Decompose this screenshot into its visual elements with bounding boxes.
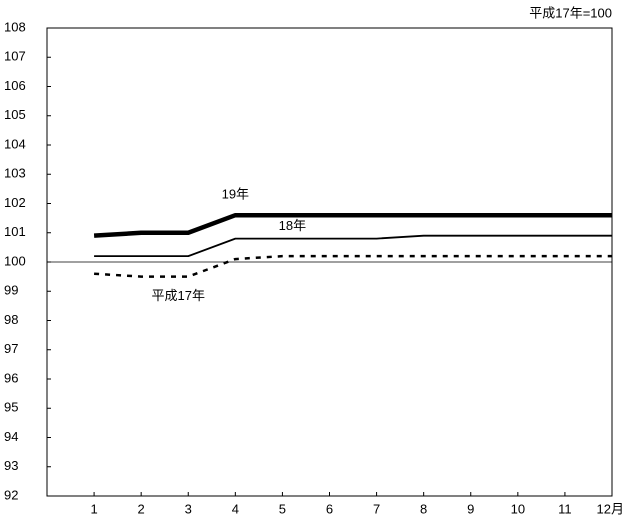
y-tick-label: 103 — [4, 166, 26, 181]
y-tick-label: 95 — [4, 400, 18, 415]
y-tick-label: 105 — [4, 107, 26, 122]
x-tick-label: 12月 — [597, 501, 624, 516]
series-line — [93, 212, 612, 238]
series-label: 18年 — [279, 218, 306, 233]
y-tick-label: 96 — [4, 370, 18, 385]
x-tick-label: 5 — [279, 501, 286, 516]
series-label: 19年 — [222, 187, 249, 202]
y-tick-label: 93 — [4, 458, 18, 473]
y-tick-label: 102 — [4, 195, 26, 210]
y-tick-label: 94 — [4, 429, 18, 444]
x-tick-label: 11 — [558, 501, 572, 516]
annotation: 平成17年=100 — [529, 5, 612, 20]
y-tick-label: 92 — [4, 487, 18, 502]
y-tick-label: 98 — [4, 312, 18, 327]
y-tick-label: 97 — [4, 341, 18, 356]
series-label: 平成17年 — [152, 288, 205, 303]
x-tick-label: 6 — [326, 501, 333, 516]
x-tick-label: 4 — [232, 501, 239, 516]
y-tick-label: 107 — [4, 49, 26, 64]
x-tick-label: 2 — [138, 501, 145, 516]
x-tick-label: 1 — [90, 501, 97, 516]
y-tick-label: 104 — [4, 136, 26, 151]
x-tick-label: 8 — [420, 501, 427, 516]
x-tick-label: 10 — [511, 501, 525, 516]
y-tick-label: 108 — [4, 19, 26, 34]
x-tick-label: 7 — [373, 501, 380, 516]
y-tick-label: 100 — [4, 253, 26, 268]
series-line — [94, 254, 612, 278]
y-tick-label: 106 — [4, 78, 26, 93]
y-tick-label: 101 — [4, 224, 26, 239]
x-tick-label: 3 — [185, 501, 192, 516]
x-tick-label: 9 — [467, 501, 474, 516]
y-tick-label: 99 — [4, 283, 18, 298]
series-line — [94, 234, 612, 258]
